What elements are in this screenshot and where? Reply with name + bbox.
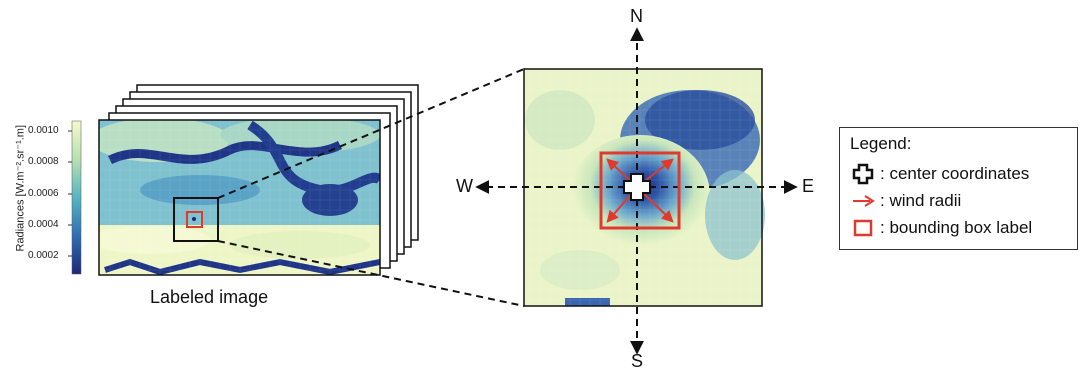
legend-center-label: : center coordinates bbox=[880, 164, 1030, 183]
colorbar bbox=[71, 120, 82, 275]
legend-bbox-label: : bounding box label bbox=[880, 218, 1033, 237]
colorbar-ticks bbox=[68, 130, 72, 257]
colorbar-tick-label: 0.0004 bbox=[28, 219, 59, 230]
colorbar-tick-label: 0.0006 bbox=[28, 188, 59, 199]
small-bbox bbox=[186, 211, 203, 228]
legend-item-center: : center coordinates bbox=[850, 162, 1029, 186]
compass-south: S bbox=[631, 351, 644, 371]
compass-north: N bbox=[630, 6, 643, 26]
colorbar-title: Radiances [W.m⁻².sr⁻¹.m] bbox=[14, 124, 27, 252]
legend-title: Legend: bbox=[850, 134, 912, 153]
zoom-line-bottom bbox=[217, 240, 525, 307]
colorbar-tick-label: 0.0008 bbox=[28, 156, 59, 167]
zoom-region-box bbox=[173, 197, 219, 242]
cross-icon bbox=[850, 162, 876, 186]
red-square-icon bbox=[850, 216, 876, 240]
satellite-image bbox=[99, 120, 380, 275]
labeled-image-caption: Labeled image bbox=[150, 287, 269, 307]
colorbar-tick-label: 0.0010 bbox=[28, 125, 59, 136]
legend-wind-label: : wind radii bbox=[880, 191, 962, 210]
red-arrow-icon bbox=[850, 189, 876, 213]
colorbar-tick-label: 0.0002 bbox=[28, 250, 59, 261]
compass-west: W bbox=[456, 176, 473, 196]
legend-item-bbox: : bounding box label bbox=[850, 216, 1032, 240]
bounding-box-label bbox=[599, 151, 681, 230]
zoom-line-top bbox=[217, 68, 525, 199]
legend-item-wind: : wind radii bbox=[850, 189, 961, 213]
legend: Legend: : center coordinates : wind radi… bbox=[839, 127, 1078, 250]
compass-east: E bbox=[802, 176, 815, 196]
center-cross-icon bbox=[623, 173, 651, 201]
